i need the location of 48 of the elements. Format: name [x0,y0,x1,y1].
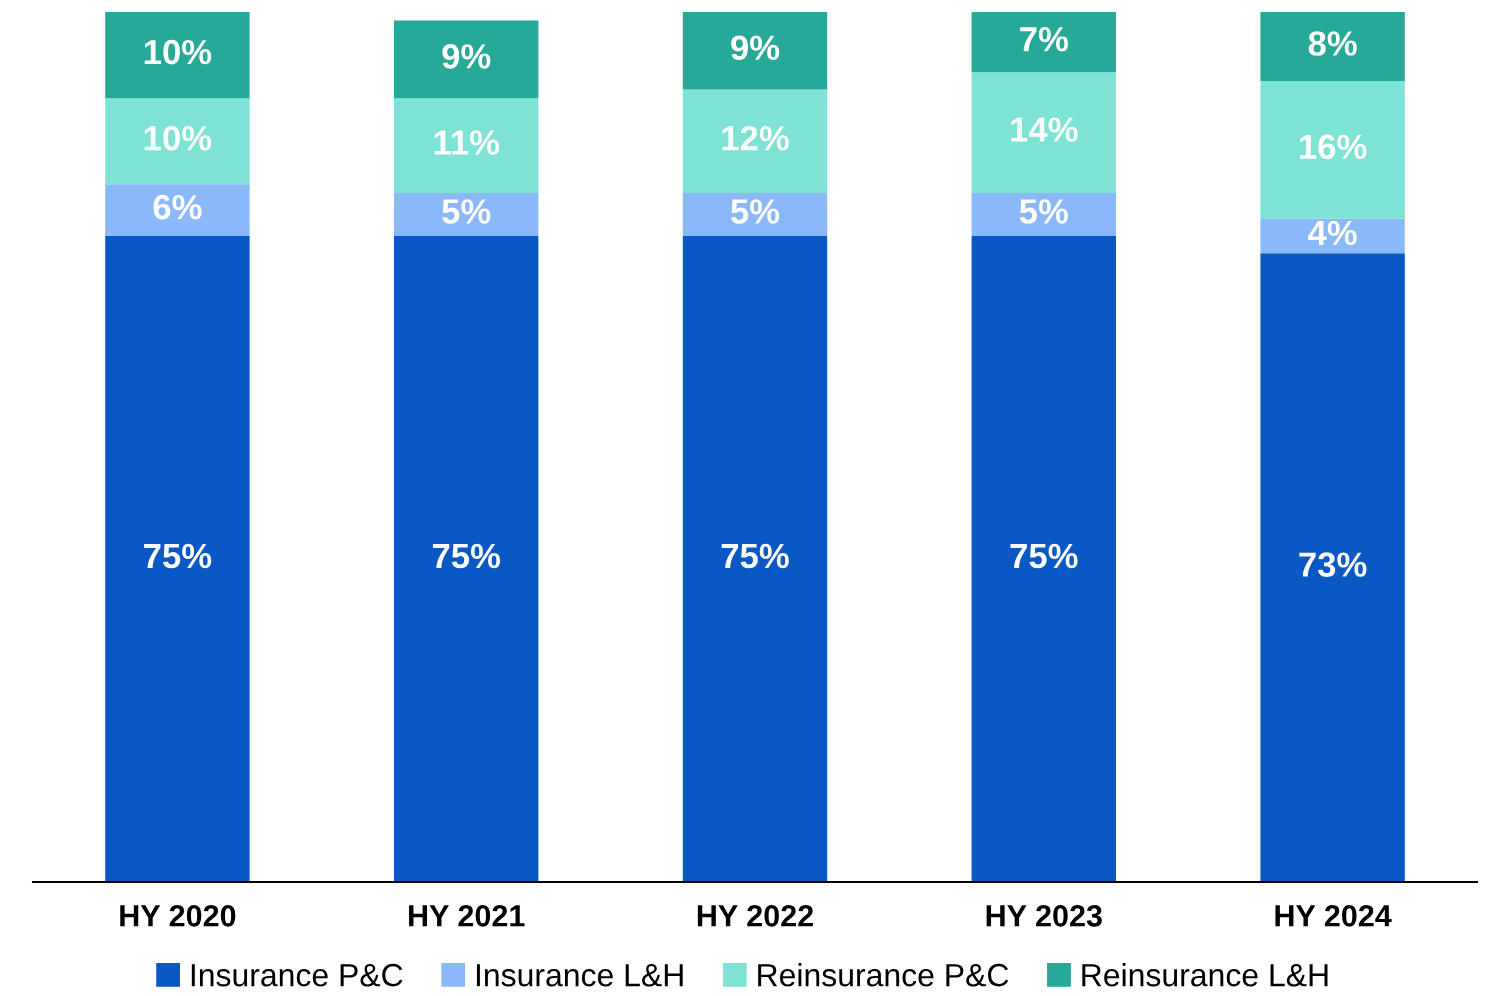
data-label: 10% [144,125,212,151]
bar [394,192,539,236]
bar [682,192,828,236]
data-label: 7% [1020,26,1068,52]
legend-label: Insurance L&H [476,964,683,987]
bar [394,20,539,99]
bar [971,235,1116,882]
bar [682,12,828,90]
bar [1260,12,1405,81]
data-label: 5% [442,199,491,224]
data-label: 75% [432,543,501,569]
x-tick-label: HY 2020 [120,905,236,927]
bar [105,12,250,99]
bar [971,192,1116,236]
bar [1260,253,1405,882]
bar [105,98,250,185]
data-label: 5% [730,199,780,224]
data-label: 75% [1010,543,1078,569]
bar [394,98,539,193]
bar [1260,80,1405,219]
data-label: 75% [721,543,789,569]
bar [105,184,250,236]
data-label: 9% [442,44,491,69]
data-label: 9% [731,35,780,61]
data-label: 16% [1300,134,1367,160]
bar [971,72,1116,193]
data-label: 12% [722,125,789,151]
bar [682,89,828,193]
legend-label: Insurance P&C [191,963,403,987]
legend-label: Reinsurance L&H [1082,963,1328,987]
x-tick-label: HY 2021 [409,905,525,927]
data-label: 73% [1299,552,1367,577]
bar [105,235,250,882]
bar [971,12,1116,73]
data-label: 10% [144,39,212,65]
bar [394,235,539,882]
x-tick-label: HY 2024 [1275,905,1392,927]
data-label: 75% [144,543,212,569]
x-tick-label: HY 2023 [986,905,1102,927]
x-tick-label: HY 2022 [697,905,813,927]
data-label: 11% [434,130,500,155]
data-label: 14% [1011,117,1078,142]
legend-label: Reinsurance P&C [758,963,1009,987]
bar [682,235,828,882]
data-label: 6% [153,194,202,220]
data-label: 4% [1308,220,1357,246]
data-label: 5% [1019,199,1068,224]
data-label: 8% [1308,31,1357,56]
